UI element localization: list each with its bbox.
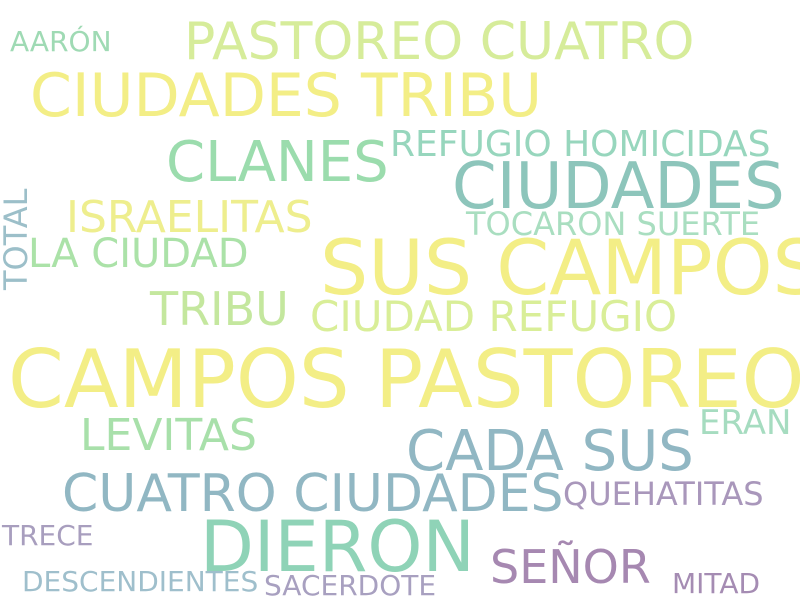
word-israelitas: ISRAELITAS — [66, 192, 313, 243]
word-trece: TRECE — [2, 519, 94, 552]
word-refugio-homicidas: REFUGIO HOMICIDAS — [390, 124, 771, 165]
word-sus-campos: SUS CAMPOS — [320, 223, 800, 312]
word-cada-sus: CADA SUS — [406, 419, 694, 484]
word-senor: SEÑOR — [490, 540, 651, 594]
word-tocaron-suerte: TOCARON SUERTE — [466, 205, 761, 243]
word-ciudad-refugio: CIUDAD REFUGIO — [310, 292, 678, 341]
word-ciudades: CIUDADES — [452, 150, 785, 224]
word-sacerdote: SACERDOTE — [264, 569, 437, 600]
word-dieron: DIERON — [200, 506, 475, 588]
word-descendientes: DESCENDIENTES — [22, 565, 259, 598]
word-la-ciudad: LA CIUDAD — [28, 231, 249, 277]
word-campos-pastoreo: CAMPOS PASTOREO — [8, 333, 800, 426]
word-clanes: CLANES — [166, 130, 389, 195]
word-eran: ERAN — [699, 403, 792, 443]
word-pastoreo-cuatro: PASTOREO CUATRO — [184, 12, 695, 72]
word-cuatro-ciudades: CUATRO CIUDADES — [62, 464, 564, 524]
word-mitad: MITAD — [672, 567, 761, 600]
word-quehatitas: QUEHATITAS — [563, 475, 764, 513]
word-tribu: TRIBU — [150, 282, 289, 336]
word-total: TOTAL — [0, 188, 35, 290]
word-aaron: AARÓN — [10, 25, 112, 58]
word-ciudades-tribu: CIUDADES TRIBU — [30, 61, 543, 131]
word-levitas: LEVITAS — [80, 410, 257, 461]
